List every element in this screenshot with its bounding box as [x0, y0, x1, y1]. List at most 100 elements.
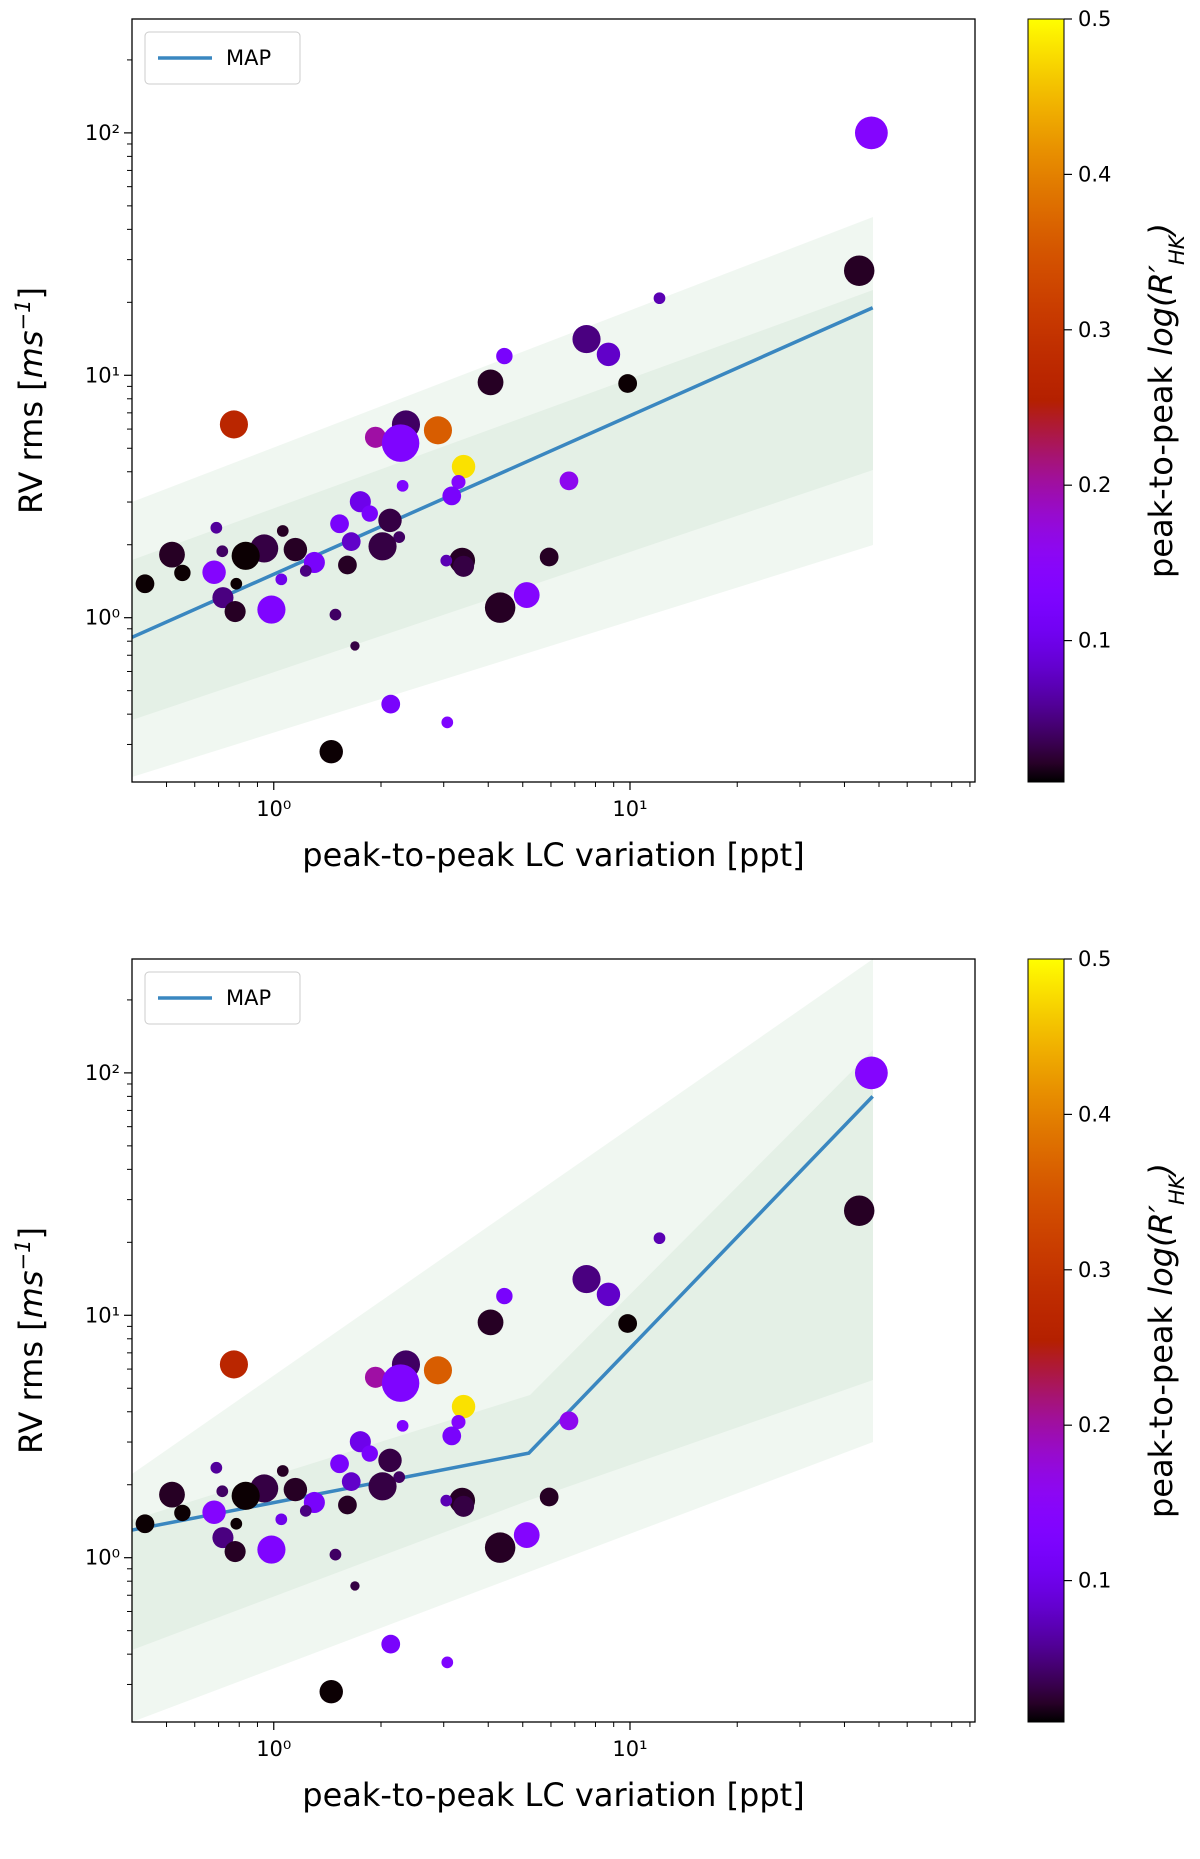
point	[210, 521, 223, 534]
colorbar	[1027, 958, 1065, 1723]
point	[572, 1265, 601, 1294]
point	[364, 1366, 387, 1388]
point	[393, 531, 406, 543]
point	[381, 694, 401, 714]
point	[202, 1500, 226, 1524]
point	[224, 1541, 246, 1563]
y-label-part: −1	[11, 300, 35, 331]
point	[329, 608, 342, 621]
colorbar-tick-label: 0.3	[1078, 1258, 1111, 1282]
point	[452, 555, 475, 577]
point	[378, 1448, 402, 1473]
point	[396, 1419, 409, 1432]
point	[513, 582, 540, 608]
cbar-label-part: peak-to-peak	[1142, 1296, 1180, 1518]
x-axis-label: peak-to-peak LC variation [ppt]	[302, 836, 804, 874]
point	[212, 587, 234, 609]
panel: 10⁰ 10¹ 10⁰ 10¹ 10² peak-to-peak LC variation…	[11, 7, 1189, 874]
y-label-part: −1	[11, 1240, 35, 1271]
point	[219, 1350, 248, 1379]
point	[596, 1282, 621, 1307]
point	[441, 716, 454, 729]
point	[539, 1487, 559, 1507]
point	[451, 474, 466, 490]
point	[275, 573, 288, 586]
y-tick-label: 10¹	[85, 1303, 120, 1327]
colorbar-label: peak-to-peak log(R′HK)	[1142, 223, 1189, 578]
point	[350, 641, 360, 651]
posterior-band	[132, 959, 873, 1722]
point	[451, 1414, 466, 1430]
point	[224, 601, 246, 623]
point	[216, 1485, 229, 1498]
cbar-label-part: )	[1142, 1163, 1180, 1177]
colorbar-tick-label: 0.3	[1078, 318, 1111, 342]
cbar-label-part: HK	[1165, 1173, 1189, 1205]
point	[231, 1481, 260, 1510]
plot-frame	[131, 958, 976, 1723]
point	[423, 416, 453, 445]
point	[257, 595, 286, 624]
point	[843, 1195, 875, 1226]
point	[440, 1494, 453, 1507]
y-label-part: RV rms [	[12, 1318, 50, 1454]
x-tick-label: 10⁰	[256, 1737, 291, 1761]
x-tick-label: 10¹	[612, 1737, 647, 1761]
x-tick-label: 10⁰	[256, 797, 291, 821]
point	[381, 1364, 420, 1402]
point	[451, 454, 476, 479]
point	[364, 426, 387, 448]
point	[159, 541, 185, 568]
point	[441, 1656, 454, 1669]
y-tick-label: 10¹	[85, 363, 120, 387]
point	[368, 532, 397, 561]
y-axis-label: RV rms [ms−1]	[11, 1227, 50, 1454]
point	[219, 410, 248, 439]
y-label-part: ms	[12, 330, 50, 378]
point	[216, 545, 229, 558]
point	[361, 1445, 378, 1462]
cbar-label-part: peak-to-peak	[1142, 356, 1180, 578]
y-tick-label: 10⁰	[85, 606, 120, 630]
y-label-part: ms	[12, 1270, 50, 1318]
point	[496, 347, 513, 365]
point	[341, 1472, 361, 1491]
point	[257, 1535, 286, 1564]
point	[653, 1232, 666, 1245]
point	[299, 1505, 312, 1517]
point	[378, 508, 402, 533]
point	[329, 1548, 342, 1561]
point	[361, 505, 378, 522]
colorbar-tick-label: 0.4	[1078, 1102, 1111, 1126]
point	[283, 1477, 308, 1502]
legend-label: MAP	[226, 46, 271, 70]
x-tick-label: 10¹	[612, 797, 647, 821]
point	[299, 565, 312, 577]
point	[159, 1481, 185, 1508]
point	[423, 1356, 453, 1385]
point	[559, 471, 579, 491]
point	[135, 574, 155, 594]
colorbar-tick-label: 0.2	[1078, 473, 1111, 497]
point	[231, 541, 260, 570]
colorbar-tick-label: 0.4	[1078, 162, 1111, 186]
cbar-label-part: HK	[1165, 233, 1189, 265]
point	[618, 374, 638, 393]
point	[484, 1532, 516, 1563]
point	[174, 1504, 191, 1522]
point	[539, 547, 559, 567]
point	[854, 1056, 888, 1090]
point	[452, 1495, 475, 1517]
map-line	[131, 1095, 874, 1532]
point	[653, 292, 666, 305]
point	[496, 1287, 513, 1305]
point	[330, 1454, 349, 1474]
point	[368, 1472, 397, 1501]
point	[477, 369, 504, 396]
y-tick-label: 10²	[85, 1061, 120, 1085]
point	[451, 1394, 476, 1419]
point	[341, 532, 361, 551]
point	[618, 1314, 638, 1333]
colorbar-label: peak-to-peak log(R′HK)	[1142, 1163, 1189, 1518]
colorbar-tick-label: 0.1	[1078, 629, 1111, 653]
